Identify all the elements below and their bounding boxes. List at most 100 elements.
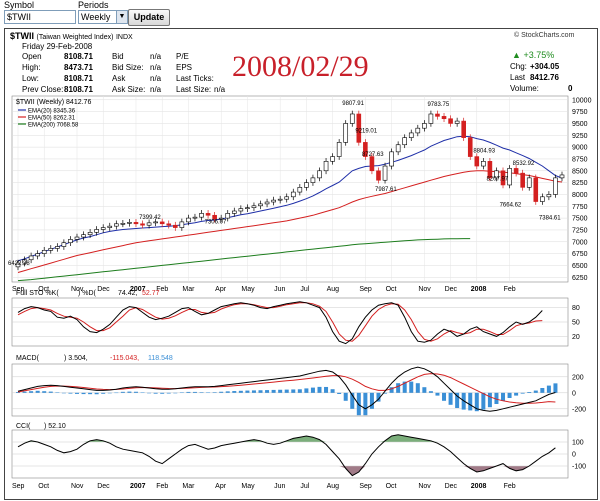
cci-line (17, 434, 556, 477)
candle-body (304, 182, 309, 188)
low-label: Low: (22, 74, 39, 83)
price-x-tick: Oct (386, 286, 397, 293)
candle-body (35, 253, 40, 257)
cci-x-tick: Mar (182, 483, 195, 490)
candle-body (500, 170, 506, 186)
candle-body (68, 239, 73, 244)
candle-body (428, 113, 434, 124)
price-x-tick: Nov (418, 286, 431, 293)
sto-value-d: 52.77 (142, 290, 160, 297)
cci-x-tick: Jul (300, 483, 309, 490)
macd-histogram-bar (291, 389, 296, 393)
macd-histogram-bar (127, 391, 132, 393)
price-y-tick: 7000 (572, 239, 588, 246)
price-y-tick: 10000 (572, 97, 592, 104)
candle-body (533, 177, 539, 202)
candle-body (435, 113, 440, 117)
price-annotation: 9807.91 (342, 101, 364, 107)
macd-histogram-bar (101, 392, 106, 394)
update-button[interactable]: Update (128, 9, 170, 26)
chg-label: Chg: (510, 62, 527, 71)
price-annotation: 7664.62 (500, 202, 522, 208)
candle-body (114, 223, 119, 227)
cci-y-tick: -100 (572, 464, 586, 471)
price-annotation: 9783.75 (427, 102, 449, 108)
macd-histogram-bar (455, 392, 460, 408)
change-pct: ▲ +3.75% (512, 50, 554, 60)
macd-histogram-bar (448, 392, 453, 405)
macd-histogram-bar (428, 391, 433, 393)
macd-histogram-bar (61, 392, 66, 394)
macd-histogram-bar (527, 392, 532, 393)
macd-histogram-bar (48, 391, 53, 393)
macd-y-tick: -200 (572, 406, 586, 413)
price-annotation: 8532.92 (513, 161, 535, 167)
macd-histogram-bar (324, 386, 329, 393)
price-x-tick: Sep (359, 286, 372, 293)
candle-body (81, 234, 86, 238)
candle-body (369, 156, 375, 172)
symbol-input[interactable]: $TWII (4, 10, 76, 24)
candle-body (107, 225, 113, 228)
cci-x-tick: Apr (215, 483, 227, 490)
candle-body (553, 177, 558, 195)
candle-body (28, 255, 34, 261)
periods-select[interactable]: Weekly ▼ (78, 10, 128, 24)
price-legend-item: EMA(50) 8262.31 (28, 116, 76, 122)
candle-body (461, 120, 466, 138)
candle-body (74, 236, 80, 240)
candle-body (454, 120, 460, 124)
cci-y-tick: 100 (572, 440, 584, 447)
macd-signal-value: -115.043, (110, 355, 139, 362)
cci-title: CCI( (16, 423, 31, 430)
macd-histogram-bar (487, 392, 492, 408)
macd-histogram-bar (133, 391, 138, 393)
macd-y-tick: 200 (572, 374, 584, 381)
macd-histogram-bar (120, 391, 125, 393)
price-y-tick: 8750 (572, 156, 588, 163)
ema50-line (17, 170, 563, 273)
macd-histogram-bar (74, 392, 79, 394)
price-x-tick: Apr (215, 286, 227, 293)
price-annotation: 9219.01 (355, 129, 377, 135)
cci-x-tick: Oct (38, 483, 49, 490)
candle-body (330, 156, 335, 162)
price-x-tick: Feb (504, 286, 516, 293)
price-panel (11, 95, 569, 283)
bidsize-value: n/a (150, 63, 162, 72)
candle-body (467, 137, 473, 157)
macd-histogram-bar (494, 392, 499, 404)
macd-signal-line (17, 373, 556, 404)
candle-body (389, 151, 394, 167)
candle-body (173, 224, 178, 228)
candle-body (186, 217, 191, 223)
candle-body (402, 137, 407, 146)
macd-histogram-bar (337, 392, 342, 394)
candle-body (133, 222, 139, 225)
chevron-down-icon[interactable]: ▼ (116, 11, 127, 23)
candle-body (441, 116, 447, 120)
macd-histogram-bar (546, 385, 551, 393)
candle-body (363, 142, 368, 157)
macd-histogram-bar (304, 388, 309, 393)
price-x-tick: 2008 (471, 286, 487, 293)
brand-logo: © StockCharts.com (514, 32, 575, 39)
candle-body (146, 222, 152, 226)
candle-body (487, 161, 493, 179)
macd-histogram-bar (383, 392, 388, 394)
price-x-tick: Nov (71, 286, 84, 293)
cci-value: ) 52.10 (44, 423, 66, 430)
price-panel-title: $TWII (Weekly) 8412.76 (16, 99, 91, 106)
ema200-line (17, 238, 471, 282)
macd-histogram-bar (396, 383, 401, 393)
asksize-value: n/a (150, 85, 162, 94)
cci-x-tick: Nov (71, 483, 84, 490)
bid-value: n/a (150, 52, 162, 61)
change-pct-value: +3.75% (523, 50, 555, 60)
candle-body (481, 161, 486, 167)
macd-histogram-bar (29, 391, 34, 393)
ask-label: Ask (112, 74, 126, 83)
macd-histogram-bar (212, 392, 217, 393)
macd-histogram-bar (219, 391, 224, 393)
candle-body (474, 156, 480, 167)
